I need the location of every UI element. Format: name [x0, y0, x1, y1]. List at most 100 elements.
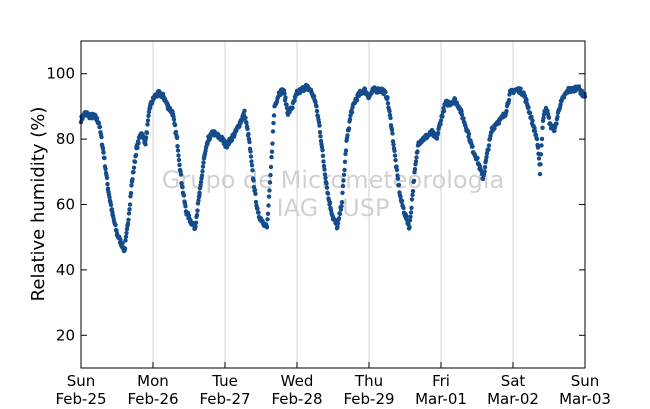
- data-point: [398, 194, 403, 200]
- data-point: [177, 162, 182, 168]
- data-point: [144, 130, 150, 135]
- data-point: [264, 225, 270, 230]
- data-point: [323, 175, 328, 181]
- data-point: [385, 101, 391, 106]
- data-point: [176, 157, 182, 163]
- data-point: [132, 159, 138, 164]
- data-point: [266, 203, 271, 208]
- data-point: [201, 160, 206, 165]
- data-point: [530, 118, 535, 123]
- data-point: [108, 202, 114, 208]
- data-point: [392, 148, 397, 153]
- data-point: [267, 180, 273, 185]
- data-point: [362, 86, 368, 92]
- data-point: [339, 200, 345, 205]
- data-point: [127, 207, 132, 212]
- data-point: [147, 105, 153, 110]
- data-point: [124, 230, 129, 236]
- data-point: [256, 210, 261, 215]
- data-point: [267, 188, 272, 193]
- data-point: [146, 113, 151, 119]
- data-point: [249, 163, 255, 168]
- data-point: [345, 133, 350, 138]
- data-point: [320, 148, 325, 153]
- data-point: [506, 97, 512, 103]
- data-point: [341, 172, 347, 177]
- data-point: [311, 94, 317, 99]
- data-point: [324, 181, 329, 186]
- data-point: [145, 118, 151, 123]
- x-tick-day-label: Mon: [137, 372, 169, 390]
- data-point: [97, 124, 103, 130]
- x-axis-ticks: SunFeb-25MonFeb-26TueFeb-27WedFeb-28ThuF…: [55, 362, 611, 408]
- y-tick-label: 80: [56, 130, 75, 148]
- data-point: [200, 164, 206, 169]
- x-tick-date-label: Feb-27: [199, 390, 250, 408]
- data-point: [193, 224, 198, 229]
- data-point: [408, 210, 414, 215]
- data-point: [395, 176, 401, 181]
- data-point: [529, 114, 534, 120]
- x-tick-day-label: Sun: [571, 372, 600, 390]
- data-point: [123, 234, 129, 239]
- data-point: [415, 149, 420, 154]
- data-point: [322, 167, 327, 172]
- data-point: [435, 130, 441, 136]
- data-point: [99, 134, 104, 140]
- data-point: [103, 166, 108, 172]
- data-point: [336, 216, 342, 221]
- data-point: [173, 129, 179, 135]
- data-point: [207, 135, 213, 140]
- data-point: [271, 120, 276, 126]
- data-point: [387, 109, 392, 114]
- data-point: [131, 169, 136, 175]
- data-point: [410, 189, 416, 194]
- data-point: [538, 162, 543, 167]
- data-point: [354, 98, 360, 103]
- data-point: [128, 191, 134, 196]
- data-point: [127, 202, 133, 207]
- data-point: [541, 115, 546, 121]
- data-point: [411, 178, 417, 183]
- data-point: [268, 164, 274, 170]
- data-point: [554, 121, 559, 126]
- data-point: [130, 177, 135, 182]
- data-point: [409, 197, 415, 202]
- x-tick-date-label: Feb-28: [271, 390, 322, 408]
- x-tick-day-label: Fri: [432, 372, 450, 390]
- data-point: [486, 147, 491, 152]
- data-point: [122, 246, 128, 251]
- data-point: [248, 154, 254, 159]
- data-point: [414, 155, 419, 160]
- data-point: [342, 167, 347, 173]
- data-point: [229, 138, 235, 143]
- data-point: [193, 220, 199, 225]
- data-point: [391, 142, 396, 147]
- data-point: [195, 208, 200, 213]
- data-point: [196, 198, 201, 203]
- data-point: [269, 149, 275, 154]
- data-point: [183, 204, 188, 209]
- data-point: [392, 153, 398, 158]
- data-point: [107, 195, 112, 200]
- x-tick-day-label: Sun: [67, 372, 96, 390]
- data-point: [390, 131, 395, 136]
- x-tick-date-label: Feb-25: [55, 390, 106, 408]
- data-point: [434, 136, 440, 141]
- y-axis-label: Relative humidity (%): [28, 107, 49, 302]
- data-point: [524, 97, 529, 103]
- data-point: [136, 141, 141, 146]
- x-tick-date-label: Mar-03: [559, 390, 611, 408]
- data-point: [552, 128, 557, 133]
- data-point: [292, 98, 297, 103]
- data-point: [452, 96, 458, 102]
- data-point: [407, 218, 413, 223]
- data-point: [335, 221, 341, 226]
- data-point: [125, 221, 131, 226]
- data-point: [540, 125, 545, 130]
- data-point: [171, 117, 177, 122]
- data-point: [343, 151, 348, 157]
- data-point: [126, 217, 131, 222]
- data-point: [253, 191, 258, 196]
- data-point: [404, 213, 409, 219]
